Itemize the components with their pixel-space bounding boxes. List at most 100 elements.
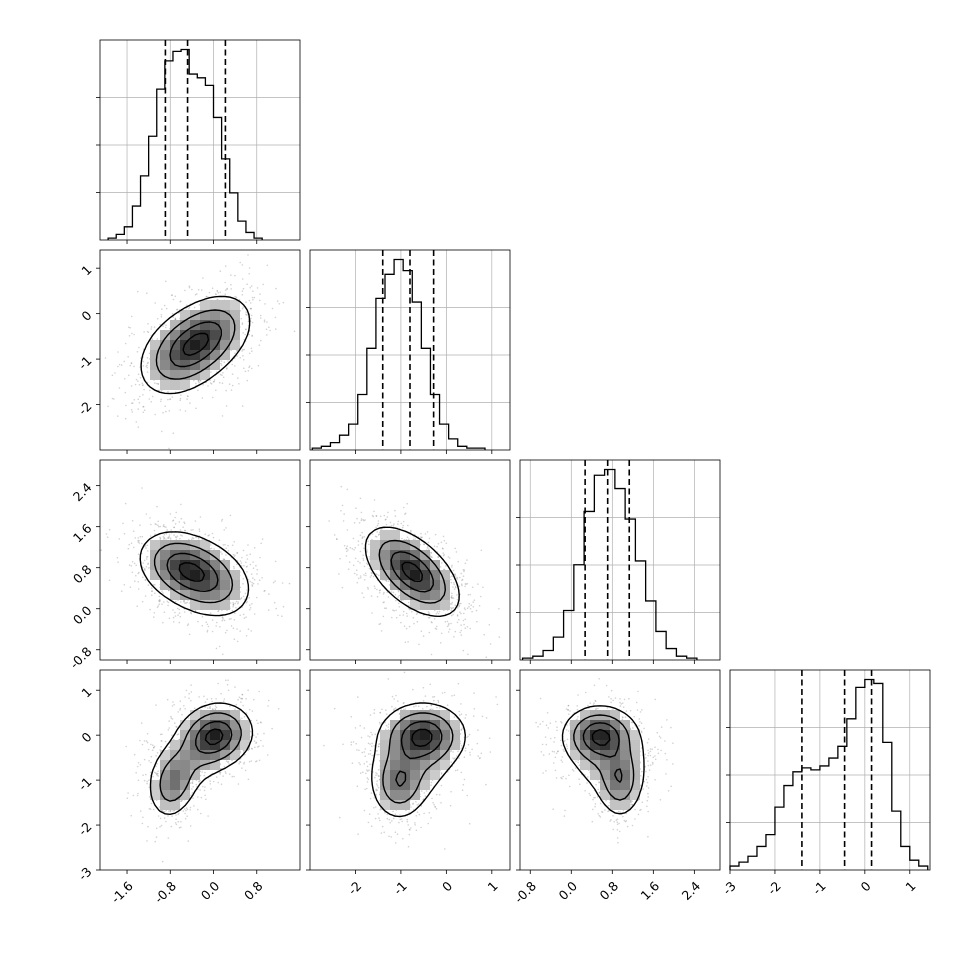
scatter-point	[167, 729, 170, 731]
scatter-point	[354, 572, 356, 575]
scatter-point	[345, 547, 348, 550]
scatter-point	[143, 409, 146, 412]
scatter-point	[162, 411, 164, 414]
scatter-point	[174, 600, 177, 603]
density-cell	[380, 550, 390, 560]
scatter-point	[130, 542, 133, 545]
scatter-point	[235, 606, 237, 609]
scatter-point	[358, 577, 360, 580]
scatter-point	[145, 773, 147, 776]
scatter-point	[129, 586, 132, 588]
scatter-point	[146, 364, 148, 367]
scatter-point	[268, 593, 270, 595]
density-cell	[220, 320, 230, 330]
scatter-point	[245, 616, 247, 618]
scatter-point	[146, 840, 148, 842]
scatter-point	[453, 636, 455, 638]
scatter-point	[210, 371, 212, 373]
scatter-point	[154, 584, 156, 586]
scatter-point	[428, 612, 431, 614]
scatter-point	[443, 553, 446, 556]
scatter-point	[138, 402, 141, 404]
density-cell	[210, 330, 220, 340]
scatter-point	[183, 521, 185, 523]
scatter-point	[366, 562, 368, 565]
scatter-point	[219, 771, 222, 774]
scatter-point	[293, 330, 296, 333]
scatter-point	[245, 566, 248, 568]
scatter-point	[238, 762, 240, 765]
scatter-point	[376, 595, 379, 598]
density-cell	[180, 380, 190, 390]
scatter-point	[215, 647, 218, 650]
density-cell	[200, 580, 210, 590]
scatter-point	[164, 810, 166, 813]
scatter-point	[237, 601, 239, 603]
density-cell	[210, 590, 220, 600]
scatter-point	[345, 547, 347, 550]
density-cell	[220, 300, 230, 310]
scatter-point	[221, 616, 224, 619]
scatter-point	[248, 708, 251, 711]
scatter-point	[215, 625, 217, 627]
density-cell	[160, 370, 170, 380]
scatter-point	[151, 395, 154, 398]
scatter-point	[214, 293, 217, 295]
panel-frame	[99, 39, 301, 241]
scatter-point	[440, 632, 443, 635]
contour-line	[182, 332, 210, 356]
scatter-point	[223, 529, 225, 531]
scatter-point	[250, 308, 252, 310]
scatter-point	[371, 572, 373, 575]
scatter-point	[156, 763, 158, 765]
scatter-point	[262, 745, 264, 747]
scatter-point	[374, 587, 376, 590]
scatter-point	[423, 543, 425, 546]
scatter-point	[252, 567, 255, 569]
scatter-point	[370, 572, 373, 574]
scatter-point	[402, 610, 405, 613]
scatter-point	[127, 547, 130, 550]
scatter-point	[147, 567, 150, 569]
scatter-point	[161, 810, 164, 812]
scatter-point	[159, 538, 162, 540]
scatter-point	[245, 301, 247, 304]
scatter-point	[184, 602, 186, 604]
scatter-point	[433, 545, 436, 548]
scatter-point	[464, 583, 467, 585]
scatter-point	[374, 535, 377, 538]
histogram-step-line	[311, 258, 486, 450]
scatter-point	[137, 539, 139, 542]
scatter-point	[204, 786, 206, 788]
scatter-point	[132, 794, 135, 797]
density-cell	[420, 570, 430, 580]
scatter-point	[217, 610, 220, 612]
scatter-point	[155, 704, 157, 706]
scatter-point	[143, 758, 146, 761]
scatter-point	[190, 691, 193, 693]
scatter-point	[223, 698, 226, 700]
scatter-point	[250, 317, 252, 320]
scatter-point	[248, 267, 251, 269]
scatter-point	[174, 822, 177, 824]
scatter-point	[408, 538, 410, 540]
scatter-point	[428, 548, 430, 550]
scatter-point	[146, 782, 148, 785]
scatter-point	[253, 613, 256, 615]
scatter-point	[143, 388, 145, 391]
joint-panel-0-3	[96, 669, 301, 874]
scatter-point	[210, 547, 213, 550]
scatter-point	[258, 745, 260, 748]
scatter-point	[139, 377, 142, 379]
scatter-point	[232, 605, 234, 608]
scatter-point	[488, 624, 491, 626]
scatter-point	[148, 760, 150, 762]
scatter-point	[243, 598, 246, 601]
scatter-point	[142, 774, 144, 776]
scatter-point	[430, 621, 433, 623]
scatter-point	[218, 539, 221, 541]
scatter-point	[153, 616, 155, 618]
scatter-point	[278, 303, 281, 305]
scatter-point	[184, 818, 187, 820]
scatter-point	[248, 299, 251, 302]
